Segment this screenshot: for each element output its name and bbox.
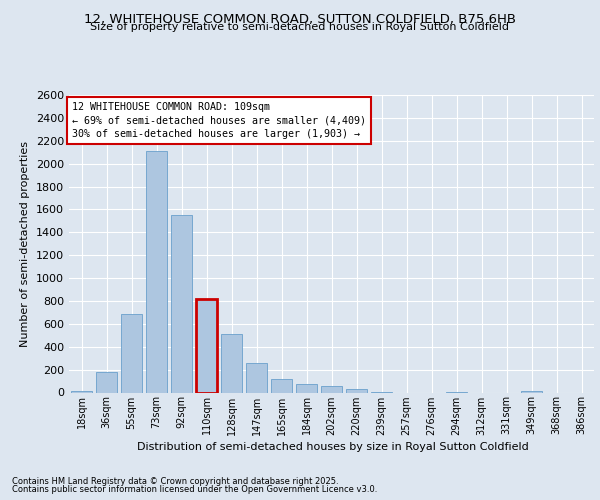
Text: 12 WHITEHOUSE COMMON ROAD: 109sqm
← 69% of semi-detached houses are smaller (4,4: 12 WHITEHOUSE COMMON ROAD: 109sqm ← 69% … [71,102,365,139]
Bar [121,314,142,392]
Bar [321,386,342,392]
Bar [171,215,192,392]
Text: Distribution of semi-detached houses by size in Royal Sutton Coldfield: Distribution of semi-detached houses by … [137,442,529,452]
Bar [296,384,317,392]
Bar [96,372,117,392]
Bar [246,364,267,392]
Bar [146,151,167,392]
Bar [271,379,292,392]
Text: 12, WHITEHOUSE COMMON ROAD, SUTTON COLDFIELD, B75 6HB: 12, WHITEHOUSE COMMON ROAD, SUTTON COLDF… [84,12,516,26]
Y-axis label: Number of semi-detached properties: Number of semi-detached properties [20,141,31,347]
Bar [346,389,367,392]
Bar [221,334,242,392]
Text: Contains HM Land Registry data © Crown copyright and database right 2025.: Contains HM Land Registry data © Crown c… [12,476,338,486]
Text: Contains public sector information licensed under the Open Government Licence v3: Contains public sector information licen… [12,484,377,494]
Text: Size of property relative to semi-detached houses in Royal Sutton Coldfield: Size of property relative to semi-detach… [91,22,509,32]
Bar [196,298,217,392]
